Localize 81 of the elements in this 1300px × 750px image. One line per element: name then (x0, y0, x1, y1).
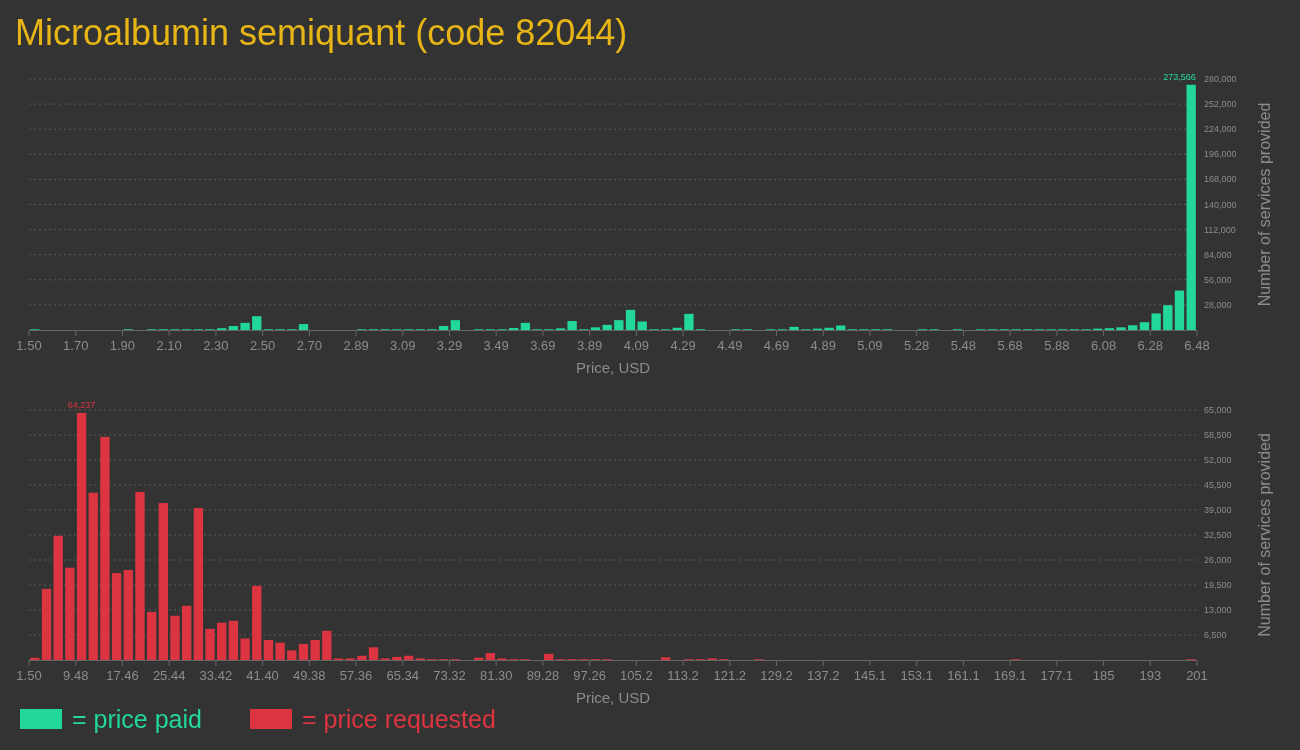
legend-label: = price requested (302, 705, 496, 733)
x-tick-label: 1.70 (63, 338, 89, 353)
y-tick-label: 28,000 (1204, 299, 1232, 310)
x-tick-label: 97.26 (573, 668, 606, 683)
x-tick-label: 3.29 (436, 338, 463, 353)
y-tick-label: 252,000 (1204, 99, 1237, 110)
x-tick-label: 201 (1186, 668, 1208, 683)
x-tick-label: 4.29 (670, 338, 696, 353)
x-tick-label: 1.50 (16, 668, 42, 683)
x-tick-label: 161.1 (947, 668, 980, 683)
y-axis-title: Number of services provided (1256, 102, 1273, 307)
y-tick-label: 6,500 (1204, 630, 1227, 640)
x-tick-label: 5.88 (1044, 338, 1070, 353)
x-tick-label: 5.68 (997, 338, 1023, 353)
x-tick-label: 3.09 (390, 338, 416, 353)
x-tick-label: 145.1 (853, 668, 887, 683)
x-tick-label: 4.49 (717, 338, 743, 353)
chart-title: Microalbumin semiquant (code 82044) (15, 12, 628, 53)
x-tick-label: 6.28 (1137, 338, 1163, 353)
x-tick-label: 5.28 (904, 338, 930, 353)
y-tick-label: 45,500 (1204, 480, 1232, 490)
y-tick-label: 39,000 (1204, 505, 1232, 515)
x-tick-label: 2.30 (203, 338, 229, 353)
x-tick-label: 4.89 (810, 338, 836, 353)
x-tick-label: 137.2 (806, 668, 840, 683)
x-tick-label: 2.10 (156, 338, 182, 353)
x-tick-label: 129.2 (760, 668, 793, 683)
x-tick-label: 105.2 (620, 668, 653, 683)
y-tick-label: 65,000 (1204, 405, 1232, 415)
x-tick-label: 9.48 (63, 668, 89, 683)
x-axis-title: Price, USD (575, 689, 651, 706)
y-axis-title: Number of services provided (1256, 433, 1273, 637)
y-tick-label: 56,000 (1204, 274, 1232, 285)
x-tick-label: 81.30 (479, 668, 513, 683)
y-tick-label: 13,000 (1204, 605, 1232, 615)
x-tick-label: 153.1 (900, 668, 933, 683)
y-tick-label: 52,000 (1204, 455, 1232, 465)
x-tick-label: 177.1 (1040, 668, 1074, 683)
x-tick-label: 185 (1092, 668, 1115, 683)
x-tick-label: 5.48 (950, 338, 977, 353)
x-tick-label: 6.08 (1090, 338, 1117, 353)
x-tick-label: 1.50 (16, 338, 42, 353)
x-tick-label: 2.89 (343, 338, 369, 353)
x-tick-label: 193 (1139, 668, 1162, 683)
x-tick-label: 49.38 (293, 668, 326, 683)
x-tick-label: 121.2 (713, 668, 747, 683)
x-tick-label: 57.36 (339, 668, 373, 683)
data-label: 64,237 (67, 399, 96, 410)
x-tick-label: 17.46 (106, 668, 139, 683)
x-tick-label: 3.69 (530, 338, 556, 353)
y-tick-label: 168,000 (1204, 174, 1237, 185)
x-tick-label: 169.1 (993, 668, 1027, 683)
x-tick-label: 5.09 (857, 338, 883, 353)
y-tick-label: 84,000 (1204, 249, 1232, 260)
x-tick-label: 41.40 (246, 668, 279, 683)
y-tick-label: 224,000 (1204, 124, 1237, 135)
x-tick-label: 2.70 (296, 338, 322, 353)
x-axis-title: Price, USD (575, 359, 651, 376)
x-tick-label: 113.2 (667, 668, 699, 683)
x-tick-label: 6.48 (1184, 338, 1210, 353)
data-label: 273,566 (1163, 71, 1196, 82)
legend-label: = price paid (72, 705, 202, 733)
y-tick-label: 280,000 (1204, 74, 1237, 84)
y-tick-label: 196,000 (1204, 149, 1237, 160)
y-tick-label: 112,000 (1204, 224, 1236, 235)
x-tick-label: 1.90 (109, 338, 136, 353)
x-tick-label: 89.28 (526, 668, 560, 683)
x-tick-label: 33.42 (199, 668, 233, 683)
x-tick-label: 3.89 (576, 338, 603, 353)
x-tick-label: 25.44 (152, 668, 186, 683)
y-tick-label: 58,500 (1204, 430, 1232, 440)
y-tick-label: 26,000 (1204, 555, 1232, 565)
x-tick-label: 2.50 (249, 338, 276, 353)
x-tick-label: 3.49 (483, 338, 509, 353)
x-tick-label: 4.69 (763, 338, 790, 353)
x-tick-label: 73.32 (433, 668, 466, 683)
y-tick-label: 19,500 (1204, 580, 1232, 590)
x-tick-label: 65.34 (386, 668, 420, 683)
y-tick-label: 140,000 (1204, 199, 1237, 210)
y-tick-label: 32,500 (1204, 530, 1232, 540)
x-tick-label: 4.09 (623, 338, 650, 353)
